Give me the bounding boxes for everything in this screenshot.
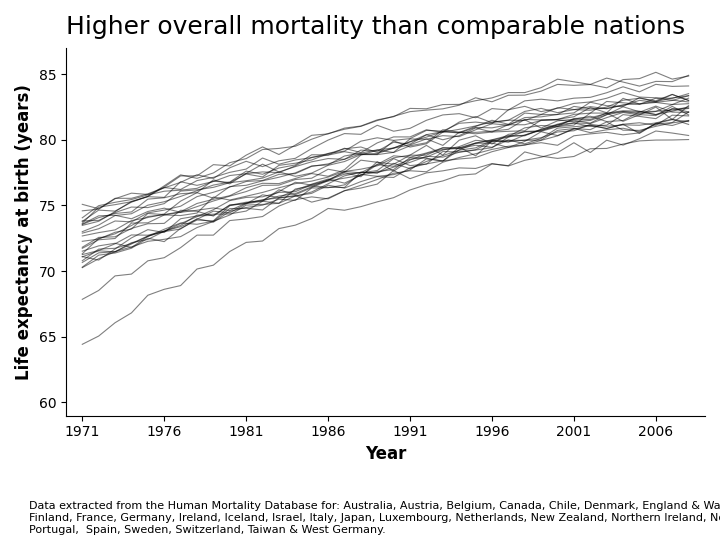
Text: Data extracted from the Human Mortality Database for: Australia, Austria, Belgiu: Data extracted from the Human Mortality … (29, 502, 720, 535)
Y-axis label: Life expectancy at birth (years): Life expectancy at birth (years) (15, 84, 33, 380)
X-axis label: Year: Year (365, 445, 406, 463)
Text: Higher overall mortality than comparable nations: Higher overall mortality than comparable… (66, 15, 685, 39)
